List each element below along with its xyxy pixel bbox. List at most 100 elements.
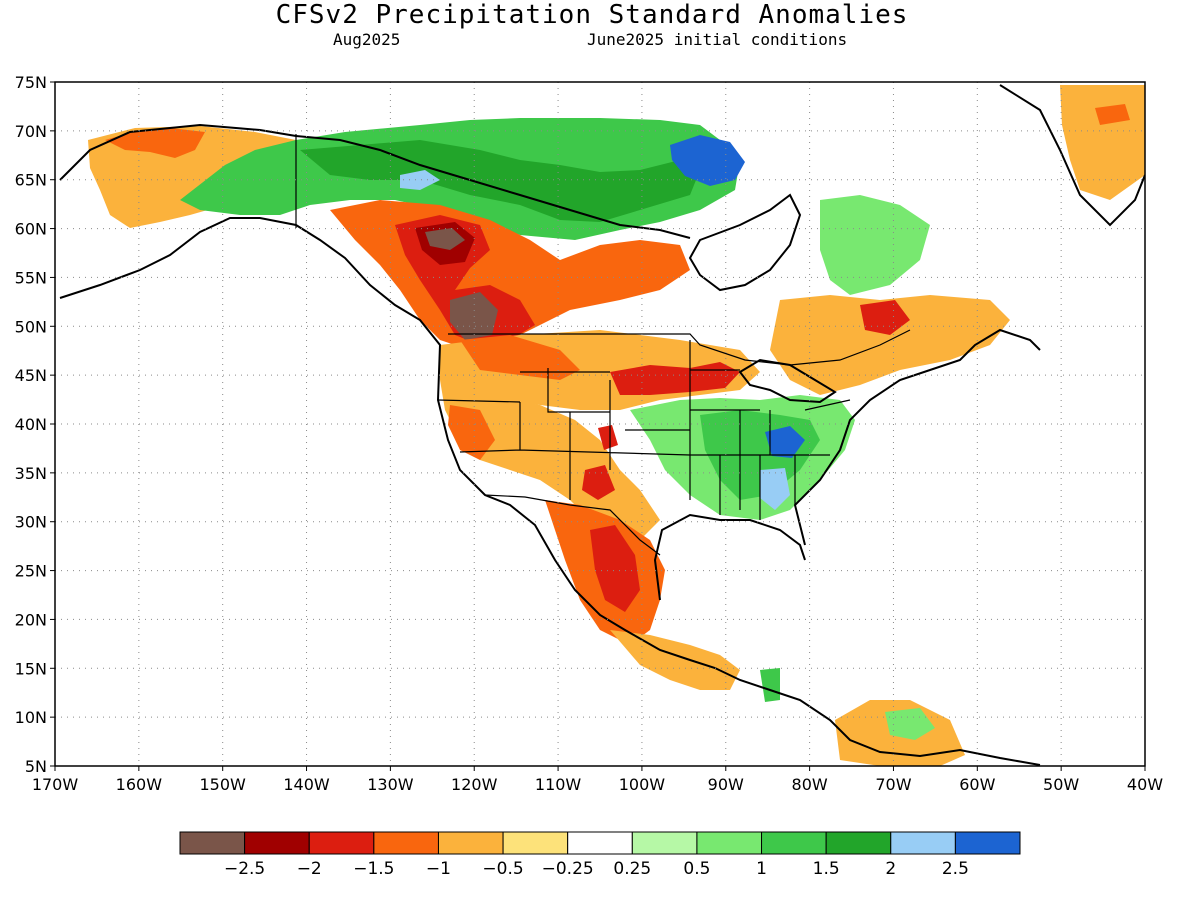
colorbar-label: −2.5: [224, 859, 265, 879]
lat-tick-label: 10N: [15, 708, 47, 727]
graticule: [55, 82, 1145, 766]
lat-tick-label: 5N: [25, 757, 47, 776]
anomaly-region-mexico-south-orange: [610, 630, 740, 690]
colorbar: [179, 831, 1021, 855]
colorbar-swatch: [373, 831, 439, 855]
lat-tick-label: 25N: [15, 562, 47, 581]
colorbar-label: 2: [885, 859, 896, 879]
axis-ticks: [50, 81, 1146, 771]
anomaly-fields: [88, 85, 1145, 766]
lon-tick-label: 140W: [283, 775, 330, 794]
colorbar-label: 0.25: [613, 859, 651, 879]
coastlines: [59, 84, 1145, 766]
anomaly-region-quebec-wet: [820, 195, 930, 295]
anomaly-region-carolina-lightblue: [760, 468, 790, 510]
lat-tick-label: 55N: [15, 268, 47, 287]
lon-tick-label: 80W: [792, 775, 828, 794]
anomaly-region-new-england-dry: [770, 295, 1010, 395]
colorbar-label: 2.5: [942, 859, 969, 879]
lat-tick-label: 35N: [15, 464, 47, 483]
colorbar-swatch: [631, 831, 698, 855]
colorbar-label: 1.5: [813, 859, 840, 879]
lon-tick-label: 100W: [619, 775, 666, 794]
lat-tick-label: 30N: [15, 513, 47, 532]
colorbar-labels: −2.5 −2 −1.5 −1 −0.5 −0.25 0.25 0.5 1 1.5 2 2.5: [224, 859, 969, 879]
colorbar-label: 0.5: [683, 859, 710, 879]
anomaly-region-alaska-dry: [88, 126, 296, 228]
colorbar-label: −2: [297, 859, 322, 879]
colorbar-swatch: [567, 831, 633, 855]
colorbar-label: −0.25: [542, 859, 594, 879]
lon-tick-label: 60W: [959, 775, 995, 794]
anomaly-region-bc-brown-north: [425, 228, 465, 250]
coastline-hudson: [688, 193, 802, 292]
coastline-great-lakes: [738, 358, 837, 404]
colorbar-swatch: [179, 831, 246, 855]
lon-tick-label: 120W: [451, 775, 498, 794]
coastline-greenland: [999, 84, 1145, 227]
lon-tick-label: 150W: [200, 775, 247, 794]
anomaly-region-canada-dark-green: [300, 140, 700, 222]
coastline-gulf: [653, 513, 806, 601]
lon-tick-label: 90W: [708, 775, 744, 794]
colorbar-label: 1: [756, 859, 767, 879]
colorbar-swatch: [308, 831, 375, 855]
lon-tick-label: 40W: [1127, 775, 1163, 794]
anomaly-region-colorado-red: [598, 425, 618, 450]
colorbar-label: −1: [426, 859, 451, 879]
anomaly-region-greenland-dry: [1060, 85, 1145, 200]
boundary-us-mexico: [484, 494, 661, 556]
lat-tick-label: 15N: [15, 659, 47, 678]
colorbar-swatch: [761, 831, 827, 855]
coastline-east: [793, 328, 1041, 546]
colorbar-swatch: [696, 831, 763, 855]
anomaly-region-central-america-green: [760, 668, 780, 702]
lat-tick-label: 60N: [15, 220, 47, 239]
lon-tick-label: 130W: [367, 775, 414, 794]
lon-tick-label: 110W: [535, 775, 582, 794]
anomaly-region-venezuela-green: [885, 708, 935, 740]
coastline-arctic: [59, 123, 691, 239]
lat-tick-label: 20N: [15, 610, 47, 629]
boundary-us-canada: [448, 329, 911, 366]
colorbar-label: −1.5: [353, 859, 394, 879]
colorbar-label: −0.5: [482, 859, 523, 879]
boundary-states-east: [690, 369, 851, 520]
anomaly-region-hudson-blue: [670, 135, 745, 186]
anomaly-region-western-us-dry: [440, 380, 660, 540]
lon-tick-label: 170W: [32, 775, 79, 794]
lat-tick-label: 40N: [15, 415, 47, 434]
colorbar-swatch: [437, 831, 504, 855]
colorbar-swatch: [825, 831, 892, 855]
lat-tick-label: 50N: [15, 317, 47, 336]
lon-tick-label: 50W: [1043, 775, 1079, 794]
colorbar-swatch: [890, 831, 956, 855]
valid-month-label: Aug2025: [333, 30, 401, 49]
colorbar-swatch: [244, 831, 310, 855]
colorbar-swatch: [954, 831, 1021, 855]
lat-tick-label: 70N: [15, 122, 47, 141]
anomaly-region-great-basin-orange: [448, 405, 495, 460]
initial-conditions-label: June2025 initial conditions: [587, 30, 848, 49]
lon-tick-label: 70W: [875, 775, 911, 794]
longitude-labels: 170W 160W 150W 140W 130W 120W 110W 100W 90W 80W 70…: [32, 775, 1163, 794]
boundary-states-west: [437, 340, 691, 500]
anomaly-region-mexico-red: [590, 525, 640, 612]
coastline-alaska: [59, 217, 1041, 766]
map-title: CFSv2 Precipitation Standard Anomalies: [275, 0, 909, 30]
colorbar-swatch: [502, 831, 569, 855]
boundaries: [295, 134, 911, 556]
anomaly-region-montana-red: [460, 335, 580, 380]
anomaly-region-four-corners-red: [582, 465, 615, 500]
latitude-labels: 75N 70N 65N 60N 55N 50N 45N 40N 35N 30N 25N 20N 15N 1…: [15, 73, 47, 776]
lon-tick-label: 160W: [116, 775, 163, 794]
anomaly-region-yukon-blue: [400, 170, 440, 190]
anomaly-region-greenland-orange: [1095, 104, 1130, 125]
anomaly-region-tennessee-blue: [765, 426, 805, 458]
anomaly-region-maritimes-red: [860, 300, 910, 335]
anomaly-region-alaska-red: [105, 128, 205, 158]
lat-tick-label: 75N: [15, 73, 47, 92]
lat-tick-label: 65N: [15, 171, 47, 190]
lat-tick-label: 45N: [15, 366, 47, 385]
